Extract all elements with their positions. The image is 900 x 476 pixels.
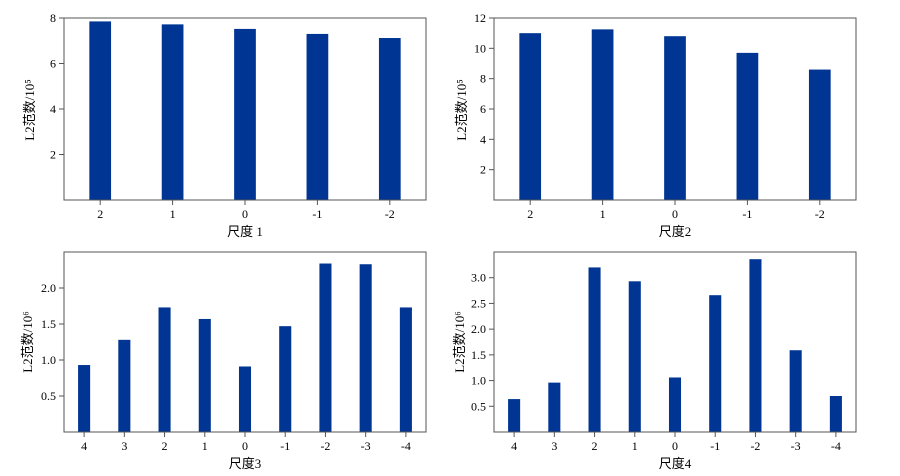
x-tick-label: -3: [791, 439, 801, 453]
bar-3-6: [279, 326, 292, 432]
bar-2-5: [808, 69, 831, 200]
chart-panel-4: 4 3 2 1 0 -1 -2 -3 -4 0.5 1.0 1.5 2.0 2.5 3.0 尺度4 L2范数/1…: [452, 251, 857, 471]
bar-1-1: [89, 21, 112, 200]
y-tick-label: 0.5: [471, 399, 486, 413]
bar-4-5: [668, 377, 682, 432]
y-tick-label: 3.0: [471, 271, 486, 285]
x-tick-label: 3: [121, 439, 127, 453]
x-tick-label: 1: [202, 439, 208, 453]
y-tick-label: 6: [480, 102, 486, 116]
x-tick-label: -2: [320, 439, 330, 453]
x-tick-label: -2: [815, 207, 825, 221]
x-tick-label: 0: [672, 439, 678, 453]
bar-3-7: [319, 263, 332, 432]
y-tick-label: 2.5: [471, 296, 486, 310]
x-tick-label: 1: [632, 439, 638, 453]
y-tick-label: 4: [480, 132, 486, 146]
bar-4-4: [628, 281, 641, 432]
x-tick-label: 1: [600, 207, 606, 221]
bar-1-3: [234, 28, 256, 201]
x-tick-label: -1: [710, 439, 720, 453]
x-tick-label: -1: [742, 207, 752, 221]
y-tick-label: 4: [50, 102, 56, 116]
x-tick-label: 4: [81, 439, 87, 453]
y-tick-label: 0.5: [41, 389, 56, 403]
bar-2-3: [664, 36, 686, 201]
x-tick-label: 0: [242, 207, 248, 221]
x-tick-label: -2: [385, 207, 395, 221]
x-tick-label: -4: [831, 439, 841, 453]
x-tick-label: 0: [672, 207, 678, 221]
x-axis-title: 尺度2: [659, 224, 692, 239]
bar-4-7: [749, 259, 762, 432]
bar-4-8: [789, 350, 802, 432]
y-tick-label: 6: [50, 57, 56, 71]
x-tick-label: -2: [750, 439, 760, 453]
x-tick-label: 1: [170, 207, 176, 221]
bar-4-1: [508, 399, 521, 432]
bar-2-1: [519, 33, 542, 200]
chart-panel-3: 4 3 2 1 0 -1 -2 -3 -4 0.5 1.0 1.5 2.0 尺度3 L2范数/10⁶: [20, 251, 427, 471]
bar-4-9: [829, 396, 842, 432]
bar-4-3: [588, 267, 601, 432]
x-axis-title: 尺度3: [229, 456, 262, 471]
bar-1-5: [378, 38, 401, 200]
x-tick-label: -4: [401, 439, 411, 453]
bar-4-2: [548, 382, 561, 432]
bar-3-2: [118, 339, 131, 432]
x-tick-label: 0: [242, 439, 248, 453]
y-tick-label: 1.5: [41, 317, 56, 331]
y-tick-label: 2: [50, 148, 56, 162]
x-axis-title: 尺度 1: [227, 224, 263, 239]
y-tick-label: 2.0: [41, 281, 56, 295]
y-tick-label: 1.0: [471, 374, 486, 388]
x-tick-label: 2: [527, 207, 533, 221]
y-axis-title: L2范数/10⁵: [22, 79, 37, 141]
x-tick-label: -1: [280, 439, 290, 453]
bar-3-1: [78, 365, 91, 432]
bar-1-4: [306, 33, 329, 200]
y-tick-label: 8: [480, 72, 486, 86]
bar-3-3: [158, 307, 171, 432]
bar-3-4: [198, 318, 211, 432]
x-tick-label: 2: [162, 439, 168, 453]
x-axis-title: 尺度4: [659, 456, 692, 471]
y-tick-label: 1.5: [471, 348, 486, 362]
y-axis-title: L2范数/10⁶: [20, 311, 35, 373]
x-tick-label: 2: [97, 207, 103, 221]
y-tick-label: 2: [480, 163, 486, 177]
chart-panel-1: 2 1 0 -1 -2 2 4 6 8 尺度 1 L2范数/10⁵: [22, 11, 427, 239]
y-tick-label: 10: [474, 41, 486, 55]
x-tick-label: 2: [592, 439, 598, 453]
y-axis-title: L2范数/10⁵: [454, 79, 469, 141]
x-tick-label: 4: [511, 439, 517, 453]
bar-3-8: [359, 264, 372, 432]
x-tick-label: -1: [312, 207, 322, 221]
x-tick-label: 3: [551, 439, 557, 453]
bar-1-2: [161, 24, 184, 201]
x-tick-label: -3: [361, 439, 371, 453]
bar-3-5: [238, 366, 252, 432]
bar-4-6: [709, 295, 722, 432]
y-axis-title: L2范数/10⁶: [452, 311, 467, 373]
y-tick-label: 12: [474, 11, 486, 25]
bar-3-9: [399, 307, 412, 432]
bar-2-2: [591, 29, 614, 200]
y-tick-label: 1.0: [41, 353, 56, 367]
bar-2-4: [736, 52, 759, 201]
y-tick-label: 8: [50, 11, 56, 25]
y-tick-label: 2.0: [471, 322, 486, 336]
